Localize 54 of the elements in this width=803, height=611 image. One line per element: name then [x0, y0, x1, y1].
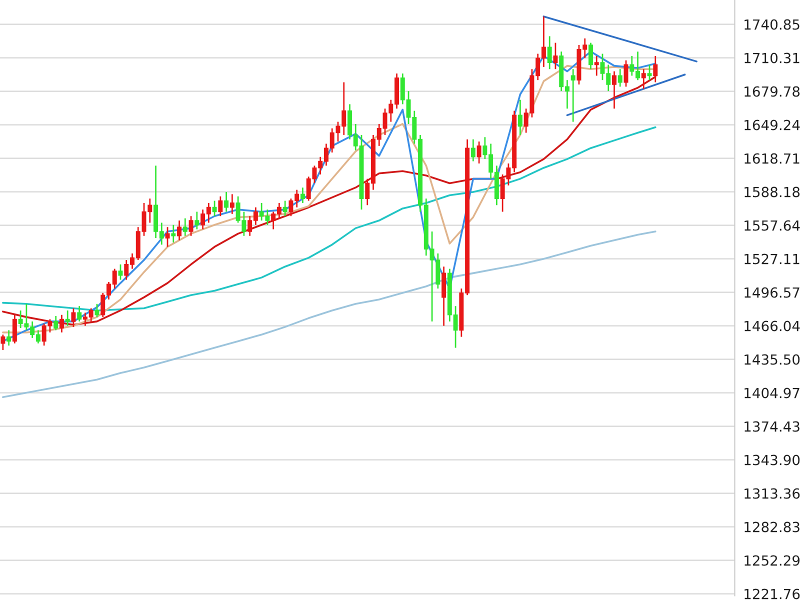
- candlestick: [0, 334, 6, 351]
- y-tick-label: 1404.97: [744, 388, 800, 398]
- candlestick: [182, 218, 188, 237]
- candlestick: [282, 200, 288, 217]
- y-tick-label: 1527.11: [744, 254, 800, 264]
- candlestick: [570, 68, 576, 122]
- y-tick-label: 1710.31: [744, 52, 800, 64]
- y-tick-label: 1649.24: [744, 120, 800, 130]
- candlestick: [59, 314, 64, 334]
- candlestick: [188, 215, 194, 237]
- line-series: [2, 230, 656, 398]
- y-tick-label: 1374.43: [744, 421, 800, 432]
- y-tick-label: 1588.18: [744, 186, 800, 198]
- candlestick: [641, 68, 646, 90]
- y-tick-label: 1496.57: [744, 287, 800, 298]
- y-tick-label: 1313.36: [744, 488, 800, 499]
- candlestick: [300, 186, 305, 204]
- candlestick: [588, 42, 593, 70]
- candlestick: [653, 55, 658, 83]
- candlestick: [470, 138, 476, 162]
- candlestick: [77, 305, 82, 322]
- candlestick: [476, 140, 482, 164]
- candlestick: [230, 193, 234, 215]
- y-tick-label: 1618.71: [744, 153, 800, 164]
- candlestick: [594, 55, 599, 76]
- y-tick-label: 1679.78: [744, 86, 800, 97]
- candlestick: [618, 68, 622, 88]
- candlestick: [118, 264, 123, 280]
- candlestick: [54, 315, 58, 331]
- candlestick: [71, 308, 76, 328]
- candlestick: [177, 220, 182, 241]
- y-tick-label: 1282.83: [744, 522, 800, 532]
- candlestick: [171, 224, 176, 244]
- candlestick: [194, 211, 200, 230]
- candlestick: [612, 70, 616, 110]
- candlestick: [553, 42, 558, 70]
- candlestick: [224, 191, 229, 212]
- y-tick-label: 1740.85: [744, 19, 800, 30]
- candlestick: [547, 36, 552, 70]
- y-tick-label: 1252.29: [744, 555, 800, 566]
- y-tick-label: 1343.90: [744, 454, 800, 466]
- y-tick-label: 1221.76: [744, 588, 800, 600]
- candlestick: [12, 314, 17, 344]
- candlestick: [65, 310, 70, 327]
- y-tick-label: 1557.64: [744, 220, 800, 231]
- candlestick: [518, 99, 522, 136]
- y-tick-label: 1466.04: [744, 320, 800, 332]
- candlestick: [165, 226, 170, 248]
- candlestick: [6, 330, 12, 346]
- candlestick: [647, 64, 652, 81]
- candlestick: [94, 303, 100, 318]
- candlestick: [212, 200, 217, 217]
- y-tick-label: 1435.50: [744, 354, 800, 365]
- candlestick: [218, 196, 223, 217]
